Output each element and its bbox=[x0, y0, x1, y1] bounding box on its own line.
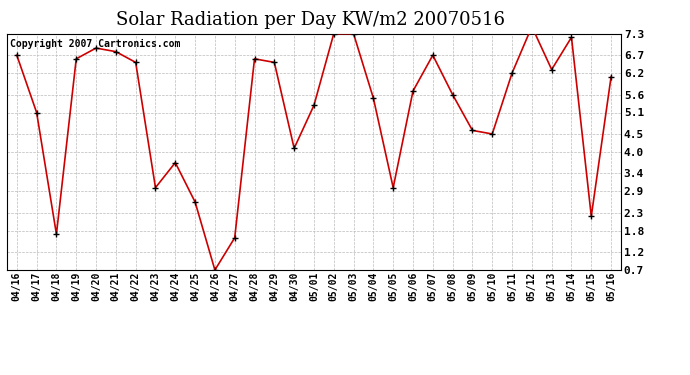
Text: Solar Radiation per Day KW/m2 20070516: Solar Radiation per Day KW/m2 20070516 bbox=[116, 11, 505, 29]
Text: Copyright 2007 Cartronics.com: Copyright 2007 Cartronics.com bbox=[10, 39, 180, 48]
